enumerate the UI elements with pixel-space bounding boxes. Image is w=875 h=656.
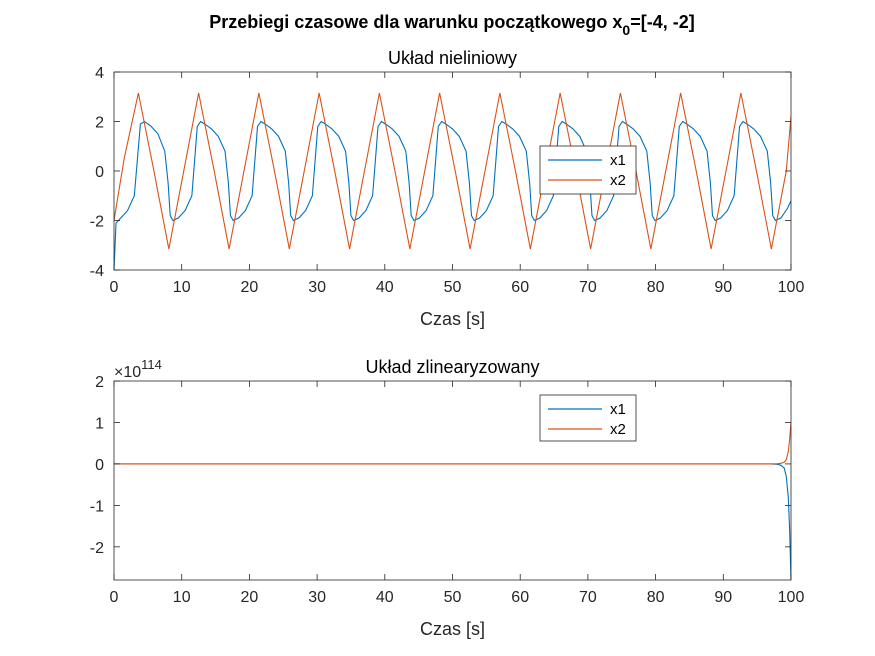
legend-box bbox=[539, 145, 637, 195]
plot-title: Układ zlinearyzowany bbox=[365, 357, 539, 377]
axes-box bbox=[113, 380, 792, 581]
x-tick-label: 0 bbox=[110, 589, 119, 606]
y-tick-label: 2 bbox=[95, 374, 104, 391]
x-axis-title: Czas [s] bbox=[420, 619, 485, 639]
x-tick-label: 100 bbox=[778, 279, 805, 296]
x-tick-label: 10 bbox=[173, 589, 191, 606]
series-line-x1 bbox=[114, 463, 791, 580]
y-exponent-label: ×10114 bbox=[114, 357, 162, 381]
suptitle-tail: =[-4, -2] bbox=[630, 12, 695, 32]
x-tick-label: 70 bbox=[579, 589, 597, 606]
series-line-x2 bbox=[114, 422, 791, 465]
x-tick-label: 90 bbox=[714, 589, 732, 606]
y-tick-label: 4 bbox=[95, 65, 104, 82]
y-tick-label: -2 bbox=[90, 214, 104, 231]
y-exponent-power: 114 bbox=[141, 357, 162, 372]
series-line-x2 bbox=[114, 92, 791, 250]
x-tick-label: 30 bbox=[308, 589, 326, 606]
x-tick-label: 60 bbox=[511, 589, 529, 606]
x-tick-label: 30 bbox=[308, 279, 326, 296]
y-tick-label: 0 bbox=[95, 164, 104, 181]
x-tick-label: 0 bbox=[110, 279, 119, 296]
y-tick-label: -4 bbox=[90, 263, 104, 280]
x-axis-title: Czas [s] bbox=[420, 309, 485, 329]
x-tick-label: 80 bbox=[647, 279, 665, 296]
axes-box bbox=[113, 71, 792, 271]
x-tick-label: 20 bbox=[241, 589, 259, 606]
legend-box bbox=[539, 394, 637, 442]
legend-label-x1: x1 bbox=[610, 401, 626, 418]
x-tick-label: 60 bbox=[511, 279, 529, 296]
y-exponent-base: ×10 bbox=[114, 364, 141, 381]
x-tick-label: 40 bbox=[376, 279, 394, 296]
series-line-x1 bbox=[114, 120, 791, 270]
x-tick-label: 80 bbox=[647, 589, 665, 606]
x-tick-label: 70 bbox=[579, 279, 597, 296]
suptitle-subscript: 0 bbox=[622, 22, 630, 38]
x-tick-label: 100 bbox=[778, 589, 805, 606]
x-tick-label: 90 bbox=[714, 279, 732, 296]
x-tick-label: 40 bbox=[376, 589, 394, 606]
x-tick-label: 10 bbox=[173, 279, 191, 296]
x-tick-label: 20 bbox=[241, 279, 259, 296]
y-tick-label: 1 bbox=[95, 415, 104, 432]
legend-label-x2: x2 bbox=[610, 172, 626, 189]
nonlinear-plot: 0 10 20 30 40 50 60 70 80 90 100 -4 -2 0 2 4 Układ nieli… bbox=[90, 48, 805, 329]
y-tick-label: -2 bbox=[90, 540, 104, 557]
legend-label-x2: x2 bbox=[610, 421, 626, 438]
suptitle: Przebiegi czasowe dla warunku początkowe… bbox=[209, 12, 694, 38]
y-tick-label: -1 bbox=[90, 498, 104, 515]
linearized-plot: 0 10 20 30 40 50 60 70 80 90 100 -2 -1 0 1 2 Układ zline… bbox=[90, 357, 805, 639]
x-tick-label: 50 bbox=[444, 279, 462, 296]
y-tick-label: 0 bbox=[95, 457, 104, 474]
y-tick-label: 2 bbox=[95, 115, 104, 132]
x-tick-label: 50 bbox=[444, 589, 462, 606]
legend-label-x1: x1 bbox=[610, 152, 626, 169]
plot-title: Układ nieliniowy bbox=[388, 48, 517, 68]
